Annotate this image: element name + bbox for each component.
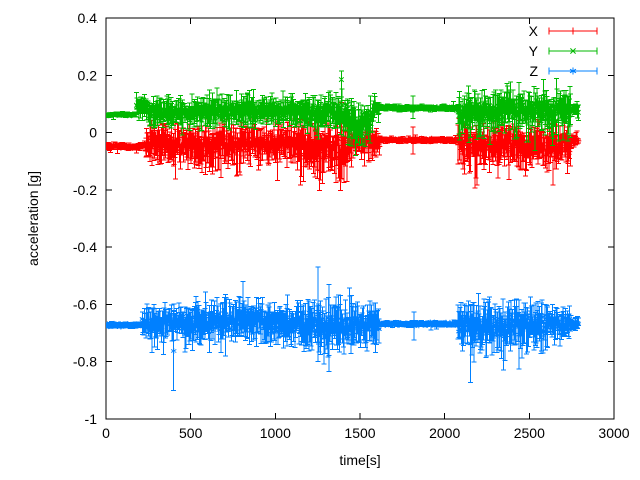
legend: X Y Z <box>529 23 598 79</box>
legend-sample-marker-Z <box>569 67 577 75</box>
y-tick-label: -1 <box>85 411 98 427</box>
series-layer <box>106 70 582 391</box>
series-Z-markers <box>106 308 582 354</box>
y-tick-label: -0.8 <box>73 354 97 370</box>
x-tick-label: 1500 <box>344 425 375 441</box>
y-tick-label: 0.2 <box>78 67 98 83</box>
legend-label-y: Y <box>529 43 539 59</box>
y-tick-label: -0.6 <box>73 296 97 312</box>
x-axis-label: time[s] <box>339 452 380 468</box>
legend-label-x: X <box>529 23 539 39</box>
x-tick-label: 2500 <box>514 425 545 441</box>
x-tick-label: 1000 <box>260 425 291 441</box>
x-tick-label: 0 <box>102 425 110 441</box>
y-tick-label: 0 <box>89 125 97 141</box>
y-tick-label: -0.4 <box>73 239 97 255</box>
x-tick-label: 3000 <box>598 425 629 441</box>
legend-samples <box>548 27 598 75</box>
legend-label-z: Z <box>529 63 538 79</box>
x-tick-label: 500 <box>179 425 203 441</box>
x-tick-label: 2000 <box>429 425 460 441</box>
y-tick-label: -0.2 <box>73 182 97 198</box>
y-axis-label: acceleration [g] <box>25 171 41 266</box>
y-tick-label: 0.4 <box>78 10 98 26</box>
axes-layer: 0 500 1000 1500 2000 2500 3000 -1 -0.8 -0.6 -0.4 -0… <box>73 10 630 441</box>
legend-sample-marker-X <box>569 27 577 35</box>
series-Y-markers <box>106 76 581 136</box>
legend-sample-marker-Y <box>570 48 576 54</box>
